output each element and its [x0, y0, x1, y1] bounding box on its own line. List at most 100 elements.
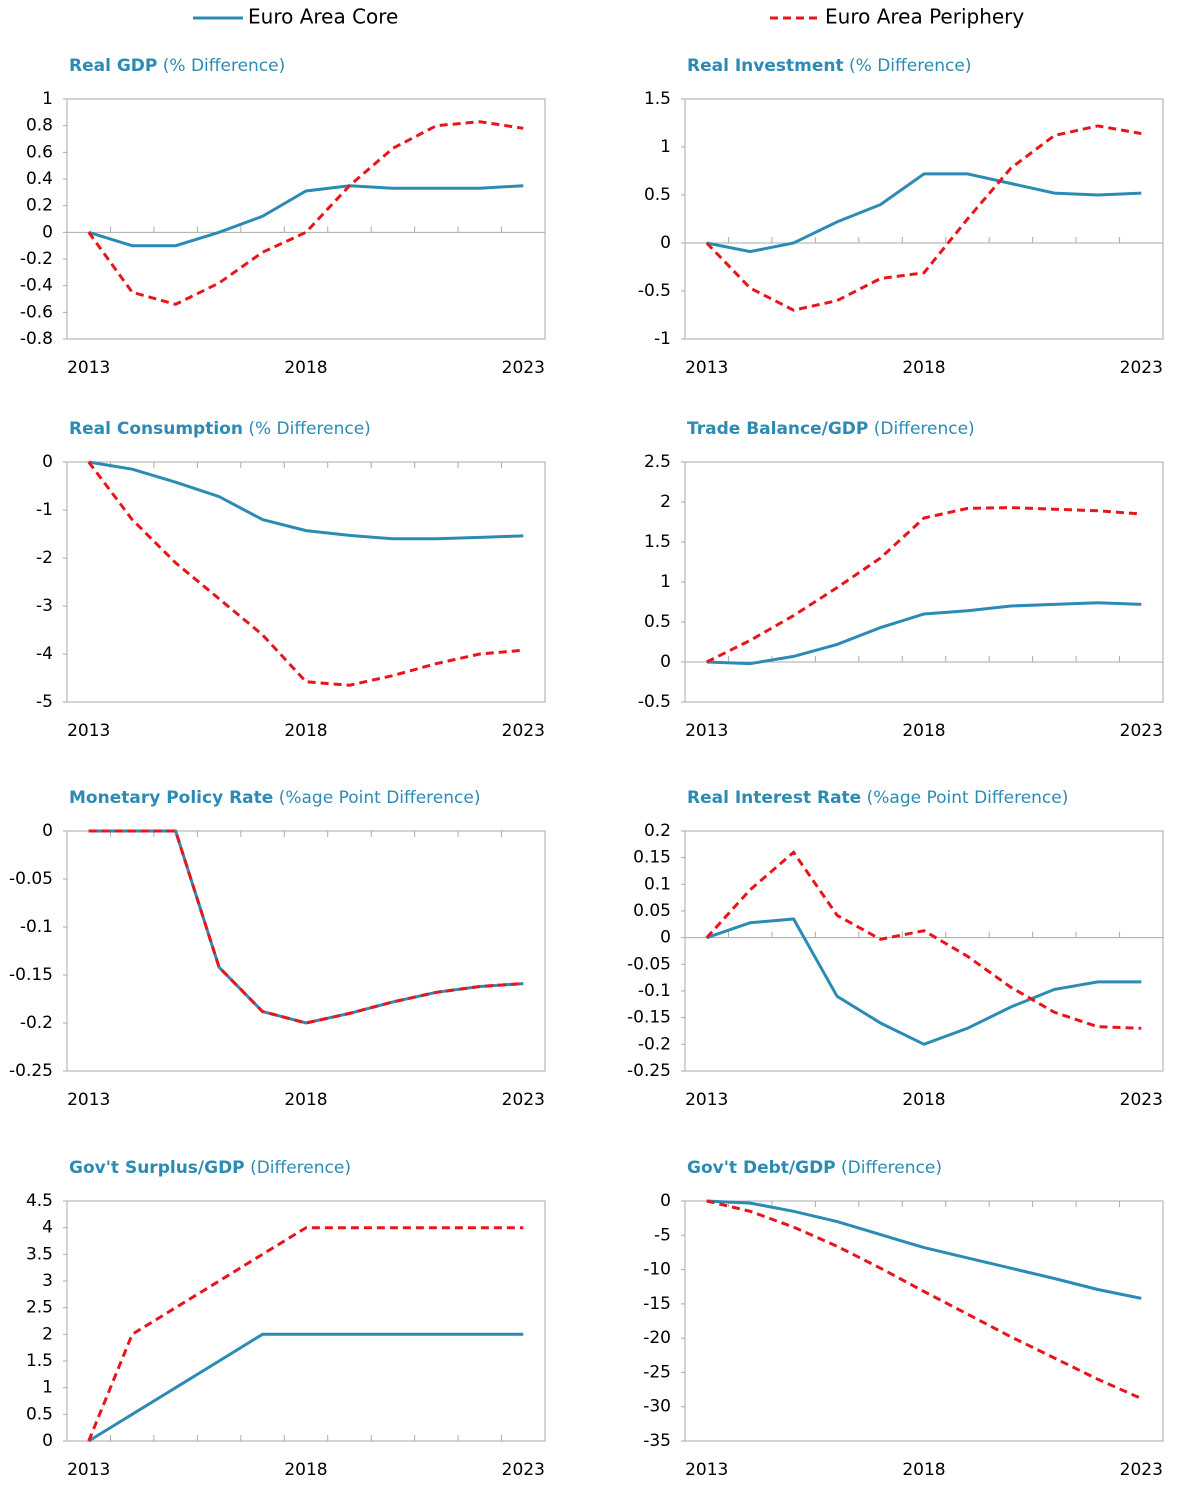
plot-frame [66, 461, 546, 703]
y-tick-label: 1 [660, 572, 671, 592]
x-tick-label: 2023 [1120, 1090, 1163, 1110]
title-main: Gov't Surplus/GDP [69, 1158, 245, 1178]
y-tick-label: -0.5 [638, 281, 671, 301]
x-tick-label: 2018 [902, 721, 945, 741]
plot-frame [66, 98, 546, 340]
y-tick-label: 1 [42, 1378, 53, 1398]
x-tick-label: 2018 [284, 721, 327, 741]
x-tick-label: 2013 [67, 358, 110, 378]
y-tick-label: -0.2 [20, 1013, 53, 1033]
chart-title: Trade Balance/GDP (Difference) [687, 419, 975, 439]
plot-frame [684, 461, 1164, 703]
y-tick-label: -0.1 [20, 917, 53, 937]
series-line [706, 1199, 1142, 1300]
title-note: (%age Point Difference) [279, 788, 481, 808]
y-tick-label: 0 [660, 928, 671, 948]
y-tick-label: 0.1 [644, 874, 671, 894]
x-tick-label: 2013 [685, 1460, 728, 1480]
y-tick-label: 0.2 [26, 196, 53, 216]
legend-label: Euro Area Core [248, 5, 398, 29]
y-tick-label: -25 [643, 1362, 671, 1382]
y-tick-label: 2.5 [644, 452, 671, 472]
title-main: Real GDP [69, 56, 157, 76]
chart-title: Real Interest Rate (%age Point Differenc… [687, 788, 1068, 808]
y-tick-label: -0.2 [20, 249, 53, 269]
y-tick-label: 0 [42, 222, 53, 242]
title-note: (Difference) [874, 419, 975, 439]
series-line [706, 917, 1142, 1046]
series-line [88, 184, 524, 248]
series-line [706, 172, 1142, 254]
y-tick-label: -4 [36, 644, 53, 664]
chart-title: Monetary Policy Rate (%age Point Differe… [69, 788, 480, 808]
x-tick-label: 2013 [685, 721, 728, 741]
y-tick-label: 1.5 [644, 532, 671, 552]
x-tick-label: 2018 [284, 1090, 327, 1110]
y-tick-label: -0.2 [638, 1034, 671, 1054]
y-tick-label: 1 [42, 89, 53, 109]
title-main: Gov't Debt/GDP [687, 1158, 836, 1178]
title-main: Real Investment [687, 56, 844, 76]
series-line [705, 124, 1142, 312]
y-tick-label: -1 [654, 329, 671, 349]
x-tick-label: 2023 [1120, 721, 1163, 741]
title-note: (Difference) [250, 1158, 351, 1178]
chart-title: Real Investment (% Difference) [687, 56, 971, 76]
y-tick-label: -0.25 [627, 1061, 671, 1081]
y-tick-label: 0 [660, 652, 671, 672]
x-tick-label: 2013 [67, 1090, 110, 1110]
y-tick-label: 0 [660, 1191, 671, 1211]
plot-frame [66, 830, 546, 1072]
chart-title: Gov't Surplus/GDP (Difference) [69, 1158, 351, 1178]
y-tick-label: -30 [643, 1397, 671, 1417]
x-tick-label: 2018 [902, 1460, 945, 1480]
y-tick-label: -0.5 [638, 692, 671, 712]
y-tick-label: 0.8 [26, 116, 53, 136]
y-tick-label: -0.25 [9, 1061, 53, 1081]
y-tick-label: -5 [654, 1225, 671, 1245]
legend-label: Euro Area Periphery [825, 5, 1024, 29]
x-tick-label: 2023 [1120, 358, 1163, 378]
x-tick-label: 2023 [502, 358, 545, 378]
y-tick-label: -0.6 [20, 302, 53, 322]
title-note: (% Difference) [849, 56, 971, 76]
y-tick-label: -0.1 [638, 981, 671, 1001]
series-line [88, 829, 524, 1025]
y-tick-label: -0.15 [9, 965, 53, 985]
y-tick-label: 4 [42, 1218, 53, 1238]
x-tick-label: 2018 [284, 358, 327, 378]
plot-frame [684, 98, 1164, 340]
title-note: (Difference) [841, 1158, 942, 1178]
series-line [87, 1226, 524, 1442]
title-main: Real Consumption [69, 419, 243, 439]
title-note: (% Difference) [248, 419, 370, 439]
y-tick-label: -35 [643, 1431, 671, 1451]
y-tick-label: 0.4 [26, 169, 53, 189]
y-tick-label: -0.8 [20, 329, 53, 349]
series-line [706, 506, 1142, 664]
series-line [87, 120, 524, 306]
series-line [87, 1332, 524, 1443]
y-tick-label: -5 [36, 692, 53, 712]
y-tick-label: -0.05 [627, 954, 671, 974]
y-tick-label: 3 [42, 1271, 53, 1291]
y-tick-label: 0 [660, 233, 671, 253]
x-tick-label: 2013 [685, 358, 728, 378]
y-tick-label: 2 [660, 492, 671, 512]
y-tick-label: -0.15 [627, 1008, 671, 1028]
y-tick-label: 1.5 [644, 89, 671, 109]
y-tick-label: -0.05 [9, 869, 53, 889]
x-tick-label: 2013 [67, 721, 110, 741]
y-tick-label: 2 [42, 1324, 53, 1344]
x-tick-label: 2018 [902, 358, 945, 378]
y-tick-label: 0.6 [26, 142, 53, 162]
y-tick-label: 1 [660, 137, 671, 157]
chart-title: Gov't Debt/GDP (Difference) [687, 1158, 942, 1178]
x-tick-label: 2023 [502, 721, 545, 741]
title-main: Real Interest Rate [687, 788, 861, 808]
y-tick-label: -2 [36, 548, 53, 568]
y-tick-label: 0 [42, 1431, 53, 1451]
series-line [88, 829, 524, 1025]
y-tick-label: 0.5 [26, 1404, 53, 1424]
